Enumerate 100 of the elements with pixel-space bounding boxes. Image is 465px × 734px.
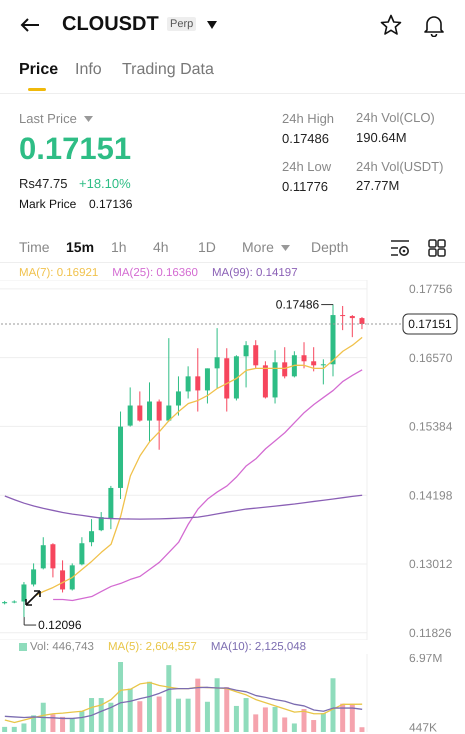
text: Time (19, 239, 50, 255)
bar (40, 702, 46, 732)
text: 27.77M (356, 178, 400, 193)
candlestick (79, 536, 84, 566)
text: MA(99): 0.14197 (212, 266, 298, 280)
text: MA(5): 2,604,557 (108, 640, 197, 654)
bar (282, 717, 288, 732)
text: +18.10% (79, 176, 131, 191)
text: 24h Low (282, 159, 332, 174)
text: Price (19, 61, 58, 79)
text: 4h (153, 239, 169, 255)
text: 1D (198, 239, 216, 255)
text: MA(25): 0.16360 (112, 266, 198, 280)
ref-line-label: 0.17151 (408, 317, 452, 331)
text: 24h Vol(CLO) (356, 110, 435, 125)
bar (60, 716, 66, 732)
bar (108, 702, 114, 732)
text: Info (75, 61, 102, 79)
bar (195, 678, 200, 732)
bar (128, 688, 133, 732)
text: 24h High (282, 111, 334, 126)
annotation: 0.17486 (276, 298, 320, 312)
annotation: 0.12096 (38, 618, 82, 632)
bar (146, 682, 152, 732)
bar (70, 718, 75, 732)
candlestick (89, 518, 94, 547)
bar (118, 662, 124, 732)
text: Perp (167, 17, 196, 31)
candlestick (253, 340, 258, 369)
bar (12, 726, 17, 732)
candlestick (60, 560, 66, 593)
candlestick (146, 382, 152, 442)
candlestick (128, 386, 133, 428)
y-tick-label: 0.13012 (409, 557, 453, 572)
candlestick (244, 340, 249, 388)
legend-label: Vol: 446,743 (29, 640, 94, 654)
text: Trading Data (122, 61, 214, 79)
candlestick (31, 562, 36, 587)
y-tick-label: 447K (409, 720, 438, 734)
text: Last Price (19, 111, 77, 126)
bar (234, 706, 239, 732)
bar (21, 723, 26, 732)
bar (79, 711, 84, 732)
text: 0.17136 (89, 197, 132, 211)
bar (292, 723, 297, 732)
text: Mark Price (19, 197, 76, 211)
candlestick (359, 316, 364, 330)
text: MA(10): 2,125,048 (210, 640, 306, 654)
candlestick (186, 366, 191, 399)
candlestick (166, 338, 172, 422)
text: 0.17486 (282, 131, 329, 146)
text: 190.64M (356, 130, 407, 145)
candlestick (350, 314, 355, 338)
bar (186, 698, 191, 732)
y-tick-label: 0.17756 (409, 282, 453, 296)
bar (98, 698, 104, 732)
line-series (52, 369, 363, 602)
candlestick (40, 536, 46, 570)
text: 15m (66, 239, 94, 255)
text: 0.11776 (282, 179, 328, 194)
text: 24h Vol(USDT) (356, 159, 444, 174)
text: 0.17151 (19, 131, 132, 167)
candlestick (176, 376, 181, 416)
text: Rs47.75 (19, 176, 68, 191)
candlestick (302, 342, 307, 369)
bar (302, 709, 307, 732)
text: 1h (111, 239, 127, 255)
bar (224, 687, 230, 732)
y-tick-label: 0.14198 (409, 488, 453, 502)
candlestick (156, 398, 162, 450)
bar (272, 706, 278, 732)
candlestick (204, 368, 210, 404)
bar (359, 727, 364, 732)
bar (176, 698, 181, 732)
bar (156, 696, 162, 732)
text: Depth (311, 239, 348, 255)
y-tick-label: 0.11826 (409, 626, 452, 640)
bar (137, 701, 142, 732)
bar (166, 665, 172, 732)
bar (89, 698, 94, 732)
candlestick (292, 350, 297, 378)
candlestick (214, 328, 220, 389)
bar (330, 678, 336, 732)
bar (2, 726, 8, 732)
candlestick (320, 358, 326, 385)
bar (262, 707, 268, 732)
y-tick-label: 0.15384 (409, 420, 453, 434)
y-tick-label: 0.16570 (409, 350, 453, 365)
text: CLOUSDT (62, 13, 159, 36)
text: MA(7): 0.16921 (19, 266, 98, 280)
bar (204, 702, 210, 732)
bar (253, 714, 258, 732)
candlestick (311, 346, 316, 372)
candlestick (195, 348, 200, 412)
bar (320, 713, 326, 732)
text: More (242, 239, 274, 255)
bar (214, 678, 220, 732)
bar (311, 720, 316, 732)
candlestick (340, 305, 346, 331)
bar (50, 714, 56, 732)
